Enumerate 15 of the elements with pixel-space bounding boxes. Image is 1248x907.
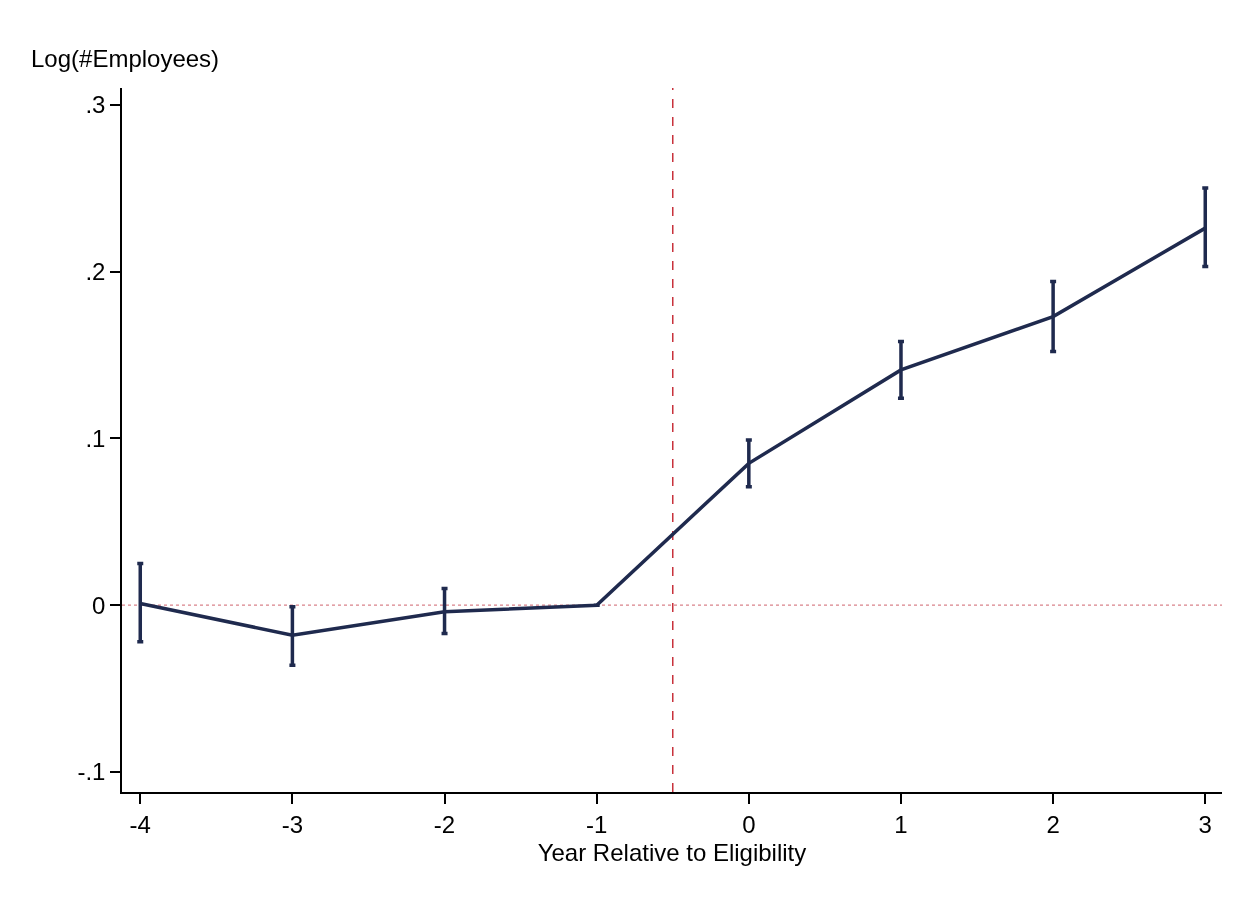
y-tick-label: .2 xyxy=(85,257,106,285)
x-tick-label: 2 xyxy=(1046,810,1060,838)
x-tick-label: 3 xyxy=(1198,810,1212,838)
x-tick-label: -3 xyxy=(281,810,304,838)
y-tick-label: .1 xyxy=(85,424,106,452)
x-tick-label: -1 xyxy=(586,810,608,838)
y-tick-label: .3 xyxy=(85,91,106,119)
x-axis-title: Year Relative to Eligibility xyxy=(537,839,807,867)
y-tick-label: 0 xyxy=(92,591,106,619)
x-tick-label: -4 xyxy=(129,810,151,838)
x-tick-label: 1 xyxy=(894,810,908,838)
x-tick-label: 0 xyxy=(742,810,756,838)
x-tick-label: -2 xyxy=(433,810,456,838)
y-tick-label: -.1 xyxy=(77,758,106,786)
y-axis-title: Log(#Employees) xyxy=(31,45,220,72)
